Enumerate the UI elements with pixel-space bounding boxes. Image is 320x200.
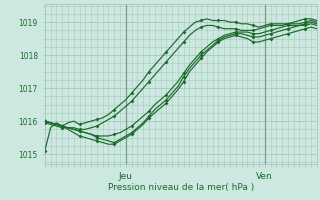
X-axis label: Pression niveau de la mer( hPa ): Pression niveau de la mer( hPa ) <box>108 183 254 192</box>
